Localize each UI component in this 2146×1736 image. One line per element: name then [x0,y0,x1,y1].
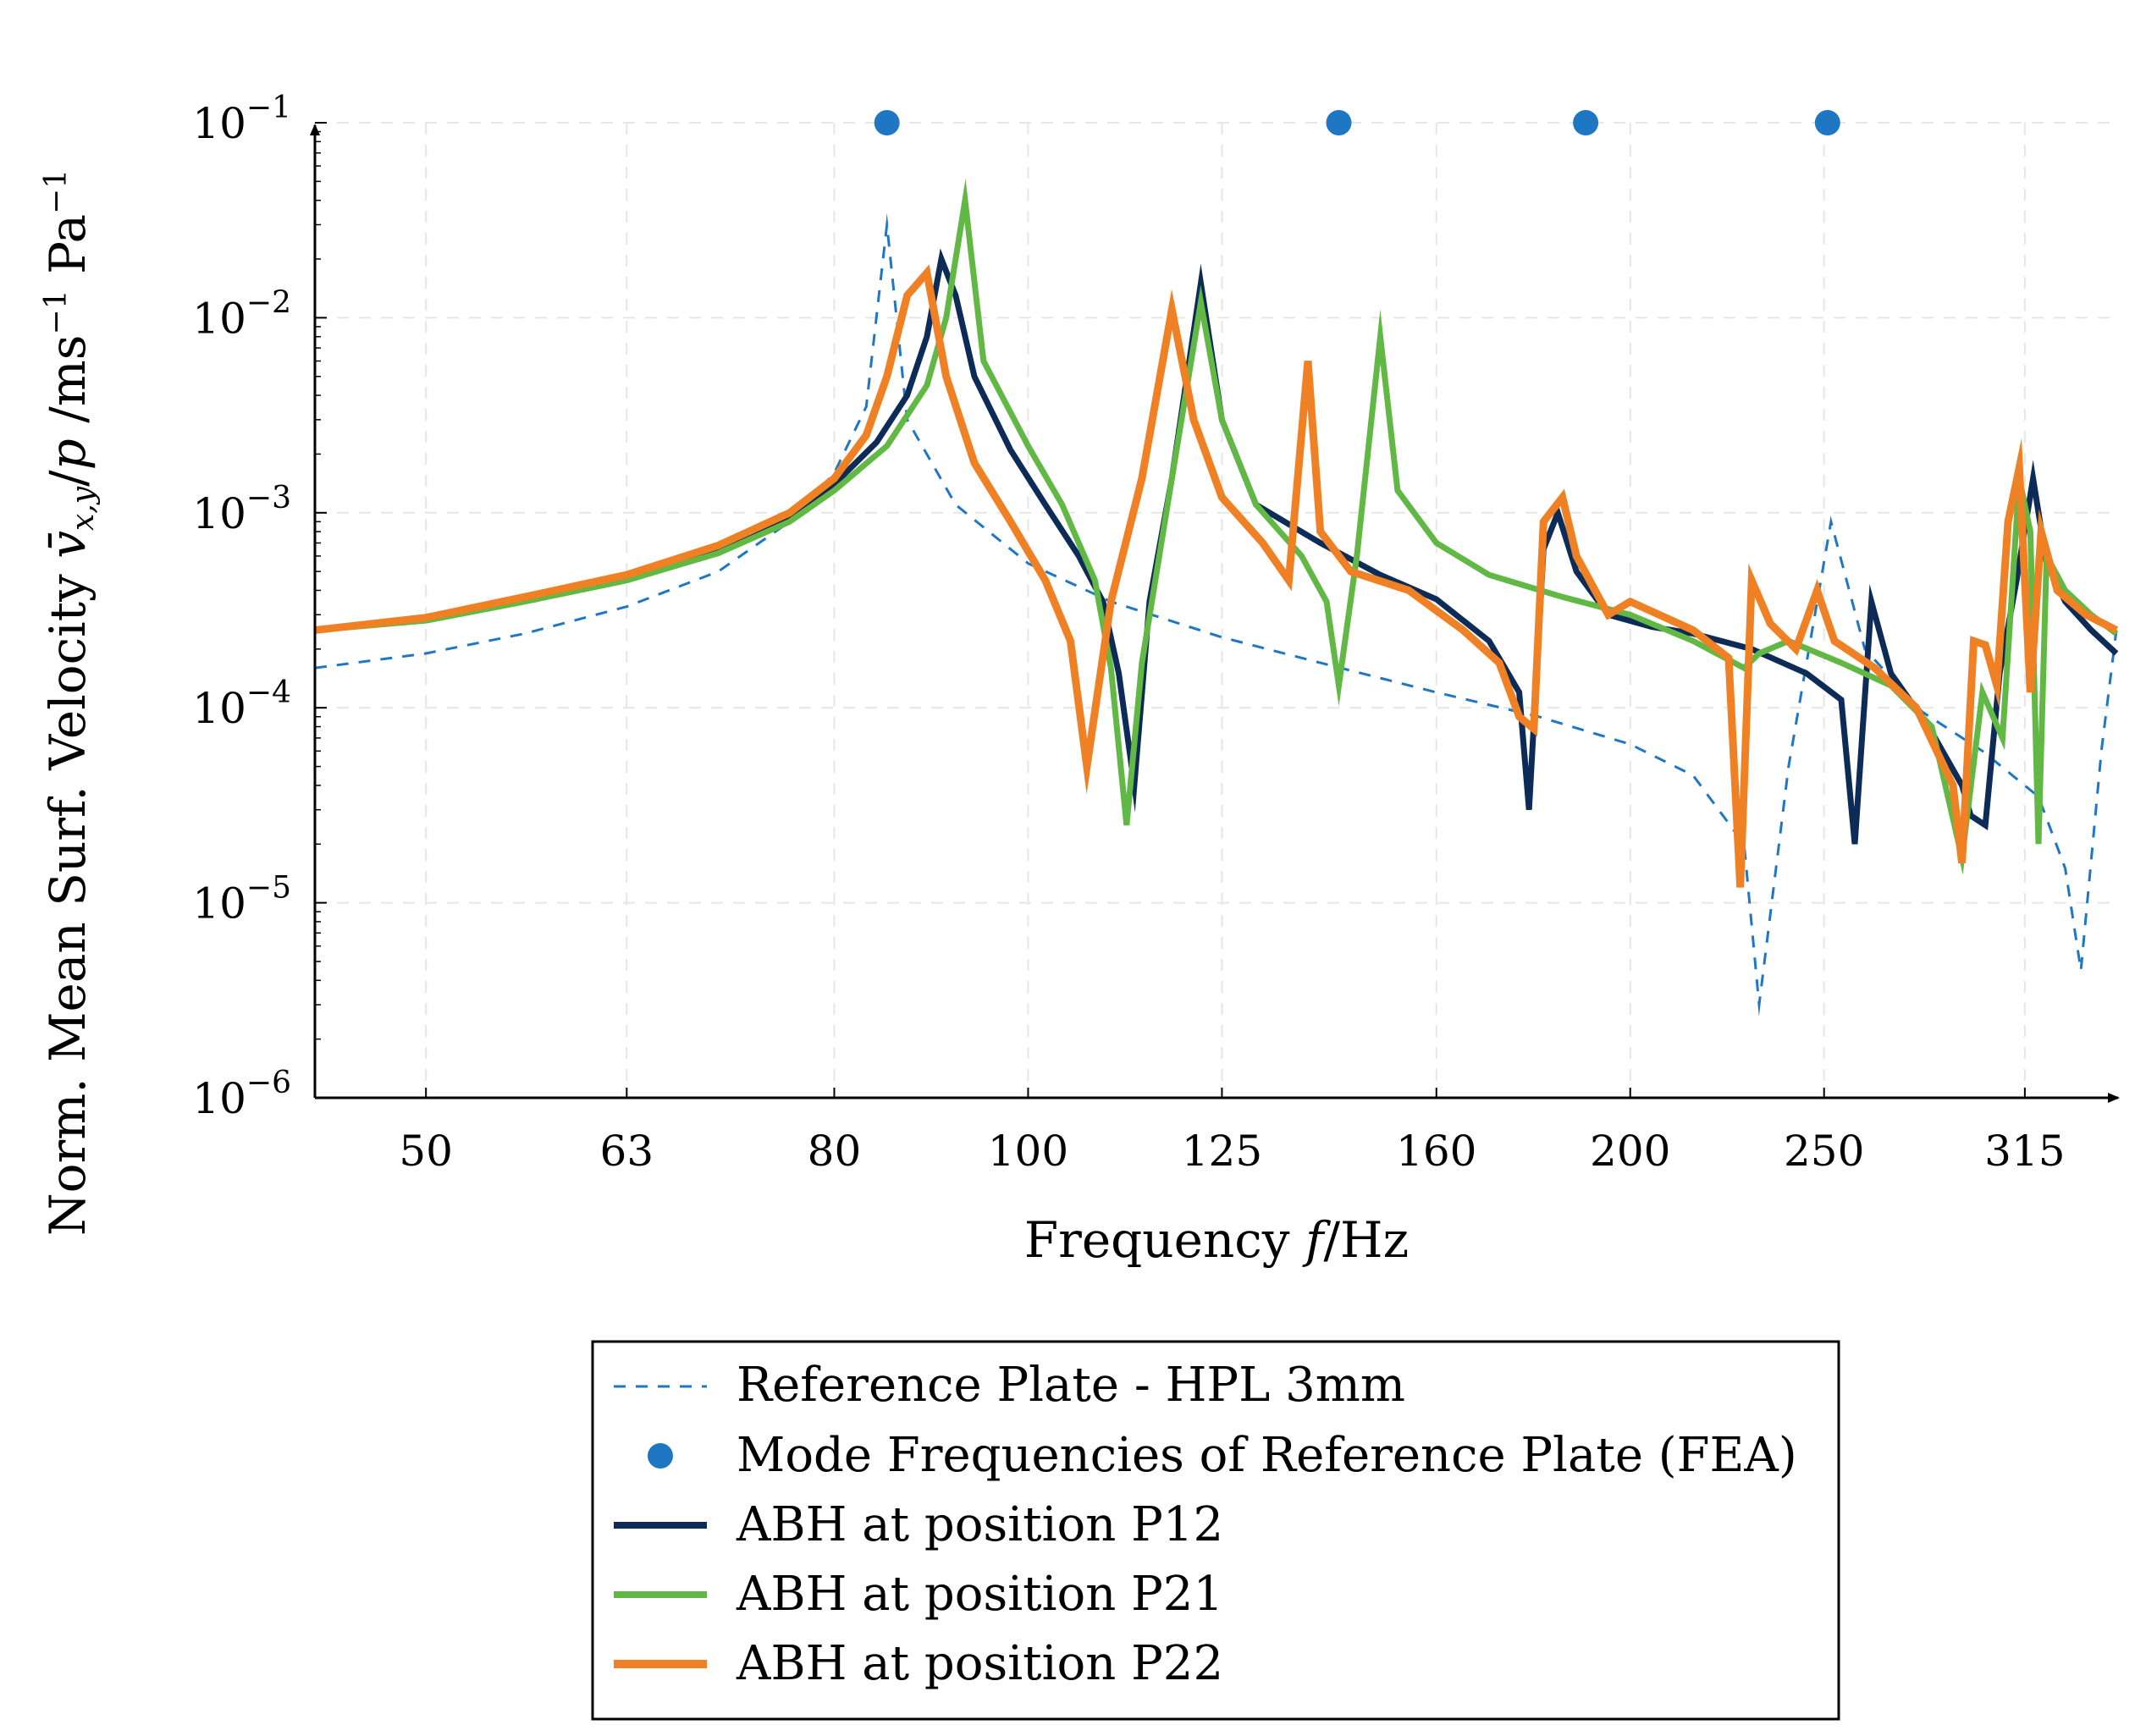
y-axis-title: Norm. Mean Surf. Velocity v̄x,y/p /ms−1 … [39,169,101,1236]
y-tick-label: 10−6 [192,1066,291,1123]
legend-swatch-mode-frequencies [648,1443,673,1469]
ticks: 50 63 80 100 125 160 200 250 31510−610−510−410−3… [192,91,2065,1176]
y-tick-exponent: −6 [246,1066,291,1100]
mode-frequency-point [1326,110,1352,135]
legend-entry-p12: ABH at position P12 [614,1497,1223,1552]
legend-label-mode-frequencies: Mode Frequencies of Reference Plate (FEA… [736,1428,1797,1483]
svg-text:Norm. Mean Surf. Velocity v̄x,: Norm. Mean Surf. Velocity v̄x,y/p /ms−1 … [39,169,101,1236]
mode-frequency-points [874,110,1840,135]
legend-entry-reference: Reference Plate - HPL 3mm [614,1358,1405,1413]
legend-label-p12: ABH at position P12 [736,1497,1223,1552]
y-tick-label: 10−5 [192,871,291,929]
x-tick-label: 200 [1590,1127,1670,1176]
y-tick-base: 10 [192,1074,246,1123]
x-tick-label: 125 [1182,1127,1262,1176]
series-abh-p21 [315,179,2119,875]
y-tick-base: 10 [192,99,246,148]
series-layer [315,179,2119,1017]
series-abh-p12 [315,248,2119,845]
y-tick-base: 10 [192,684,246,733]
x-tick-label: 50 [399,1127,453,1176]
legend-entry-mode-frequencies: Mode Frequencies of Reference Plate (FEA… [648,1428,1797,1483]
x-tick-label: 160 [1396,1127,1476,1176]
x-tick-label: 100 [988,1127,1068,1176]
y-tick-exponent: −2 [246,285,291,320]
y-tick-exponent: −5 [246,871,291,906]
legend-label-p21: ABH at position P21 [736,1567,1223,1622]
legend-label-p22: ABH at position P22 [736,1636,1223,1691]
series-abh-p22 [315,264,2119,888]
y-tick-exponent: −1 [246,91,291,125]
mode-frequency-point [1573,110,1599,135]
y-tick-label: 10−4 [192,675,291,733]
legend: Reference Plate - HPL 3mm Mode Frequenci… [591,1340,1840,1721]
y-tick-base: 10 [192,879,246,929]
x-tick-label: 80 [808,1127,862,1176]
mode-frequency-point [1814,110,1840,135]
y-tick-exponent: −3 [246,481,291,515]
y-tick-label: 10−1 [192,91,291,148]
x-tick-label: 250 [1784,1127,1864,1176]
legend-entry-p21: ABH at position P21 [614,1567,1223,1622]
grid [315,122,2116,1099]
legend-box [591,1340,1840,1721]
y-tick-base: 10 [192,489,246,538]
series-reference-plate [315,212,2118,1017]
y-tick-base: 10 [192,294,246,343]
y-tick-exponent: −4 [246,675,291,710]
x-tick-label: 63 [600,1127,654,1176]
legend-entry-p22: ABH at position P22 [614,1636,1223,1691]
x-axis-title: Frequency f/Hz [1024,1211,1409,1269]
mode-frequency-point [874,110,900,135]
y-tick-label: 10−3 [192,481,291,538]
x-tick-label: 315 [1984,1127,2065,1176]
y-tick-label: 10−2 [192,285,291,343]
legend-label-reference: Reference Plate - HPL 3mm [736,1358,1405,1413]
